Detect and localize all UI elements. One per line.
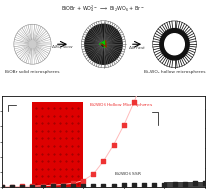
Text: $\Delta_{WO_4}$ slow: $\Delta_{WO_4}$ slow (51, 44, 74, 52)
Point (41, 184, 44, 187)
Point (182, 6, 185, 9)
Point (162, 29, 165, 32)
Point (152, 183, 155, 186)
Point (51, 185, 54, 188)
Point (101, 160, 105, 163)
Point (111, 184, 115, 187)
Point (101, 184, 105, 187)
Circle shape (84, 24, 122, 64)
Text: Bi$_2$WO$_6$ SSR: Bi$_2$WO$_6$ SSR (113, 170, 141, 178)
Point (111, 143, 115, 146)
Point (202, 0, 206, 3)
Bar (164, 182, 204, 187)
Point (172, 13, 175, 16)
Point (51, 184, 54, 187)
Point (91, 173, 95, 176)
Circle shape (29, 41, 36, 48)
Point (162, 183, 165, 186)
Point (41, 185, 44, 188)
Point (31, 185, 34, 188)
Point (61, 183, 64, 186)
Point (132, 101, 135, 104)
Point (152, 49, 155, 52)
Text: $\Delta_{Br}$ fast: $\Delta_{Br}$ fast (127, 45, 145, 52)
Point (81, 179, 84, 182)
Point (142, 184, 145, 187)
Point (122, 124, 125, 127)
Circle shape (159, 29, 188, 60)
Point (31, 185, 34, 188)
Point (192, 182, 195, 185)
Point (142, 75, 145, 78)
Point (71, 182, 74, 185)
Point (122, 184, 125, 187)
Point (11, 185, 14, 188)
Point (91, 185, 95, 188)
Circle shape (164, 34, 183, 55)
Point (132, 184, 135, 187)
Bar (32, 102, 83, 187)
Point (182, 182, 185, 185)
Text: Bi₂WO₆ hollow microspheres: Bi₂WO₆ hollow microspheres (143, 70, 204, 74)
Point (0, 185, 4, 188)
Text: BiOBr solid microspheres: BiOBr solid microspheres (5, 70, 60, 74)
Text: Bi$_2$WO$_6$ Hollow Microspheres: Bi$_2$WO$_6$ Hollow Microspheres (89, 101, 153, 109)
Point (21, 185, 24, 188)
Point (202, 181, 206, 184)
Text: BiOBr + WO$_4^{2-}$ $\longrightarrow$ Bi$_2$WO$_6$ + Br$^-$: BiOBr + WO$_4^{2-}$ $\longrightarrow$ Bi… (61, 4, 145, 14)
Point (192, 3, 195, 6)
Point (61, 185, 64, 188)
Point (172, 182, 175, 185)
Point (0, 185, 4, 188)
Point (11, 185, 14, 188)
Point (21, 185, 24, 188)
Point (81, 185, 84, 188)
Point (71, 185, 74, 188)
